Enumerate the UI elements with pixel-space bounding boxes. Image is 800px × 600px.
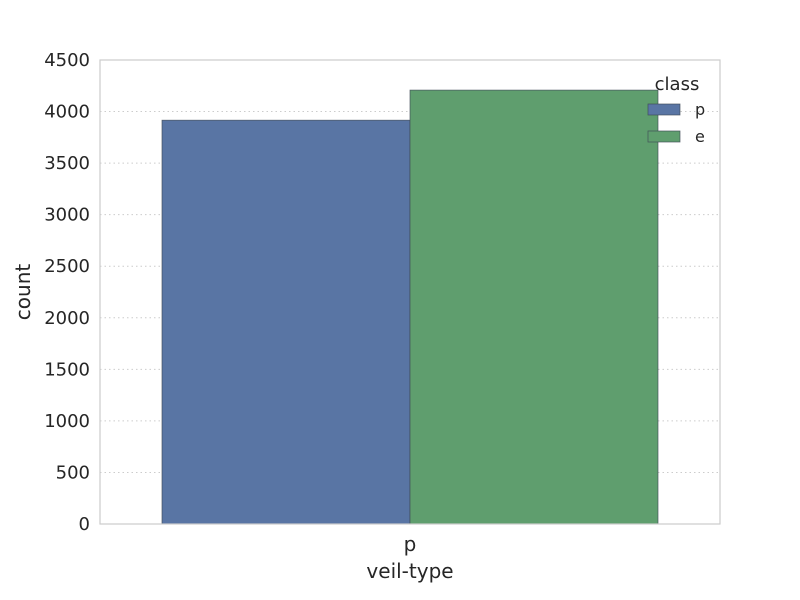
y-tick-label: 500 [56,462,90,483]
legend-swatch-e [647,130,681,143]
y-tick-label: 1500 [44,359,90,380]
y-tick-label: 4000 [44,102,90,123]
legend-title: class [655,74,700,95]
y-tick-label: 3000 [44,205,90,226]
x-axis-label: veil-type [366,559,453,583]
x-tick-labels: p [404,532,417,556]
y-tick-label: 2000 [44,308,90,329]
legend-label-e: e [695,127,705,146]
legend-swatch-p [647,103,681,116]
bars [161,89,659,525]
y-tick-labels: 0 500 1000 1500 2000 2500 3000 3500 4000 4500 [44,50,90,535]
legend-label-p: p [695,100,705,119]
bar-e [409,89,659,525]
y-tick-label: 0 [79,514,90,535]
bar-p [161,119,411,525]
legend-items: pe [647,100,705,146]
y-tick-label: 3500 [44,153,90,174]
y-tick-label: 1000 [44,411,90,432]
y-tick-label: 2500 [44,256,90,277]
legend: class pe [647,74,705,146]
y-axis-label: count [11,264,35,321]
plot-frame [99,59,721,525]
y-tick-label: 4500 [44,50,90,71]
x-tick-label: p [404,532,417,556]
